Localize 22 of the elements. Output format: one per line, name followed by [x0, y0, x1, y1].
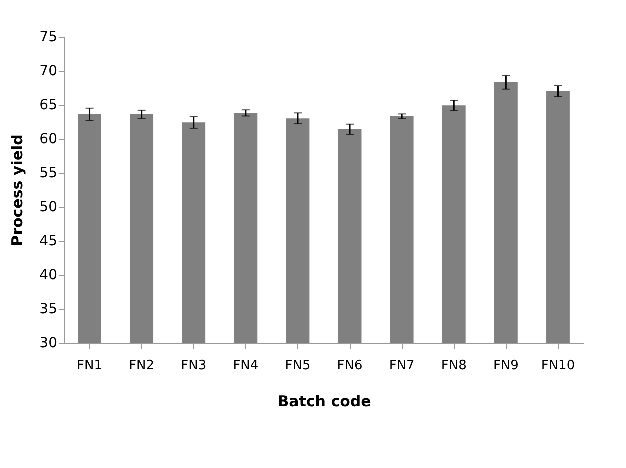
y-axis-title: Process yield [8, 134, 27, 246]
x-tick-label: FN8 [441, 358, 467, 374]
x-tick-label: FN1 [77, 358, 103, 374]
x-tick-label: FN6 [337, 358, 363, 374]
y-tick-label: 65 [40, 98, 58, 114]
y-tick-label: 50 [40, 200, 58, 216]
x-tick-label: FN5 [285, 358, 311, 374]
x-tick-label: FN3 [181, 358, 207, 374]
y-tick-label: 45 [40, 234, 58, 250]
x-tick-label: FN9 [493, 358, 519, 374]
y-tick-label: 30 [40, 336, 58, 352]
y-tick-label: 60 [40, 132, 58, 148]
y-tick-label: 40 [40, 268, 58, 284]
y-tick-label: 55 [40, 166, 58, 182]
x-tick-label: FN4 [233, 358, 259, 374]
x-axis-title: Batch code [278, 392, 372, 410]
y-tick-label: 75 [40, 30, 58, 46]
y-tick-label: 35 [40, 302, 58, 318]
x-tick-label: FN7 [389, 358, 415, 374]
x-tick-label: FN10 [541, 358, 576, 374]
y-tick-label: 70 [40, 64, 58, 80]
x-tick-label: FN2 [129, 358, 155, 374]
